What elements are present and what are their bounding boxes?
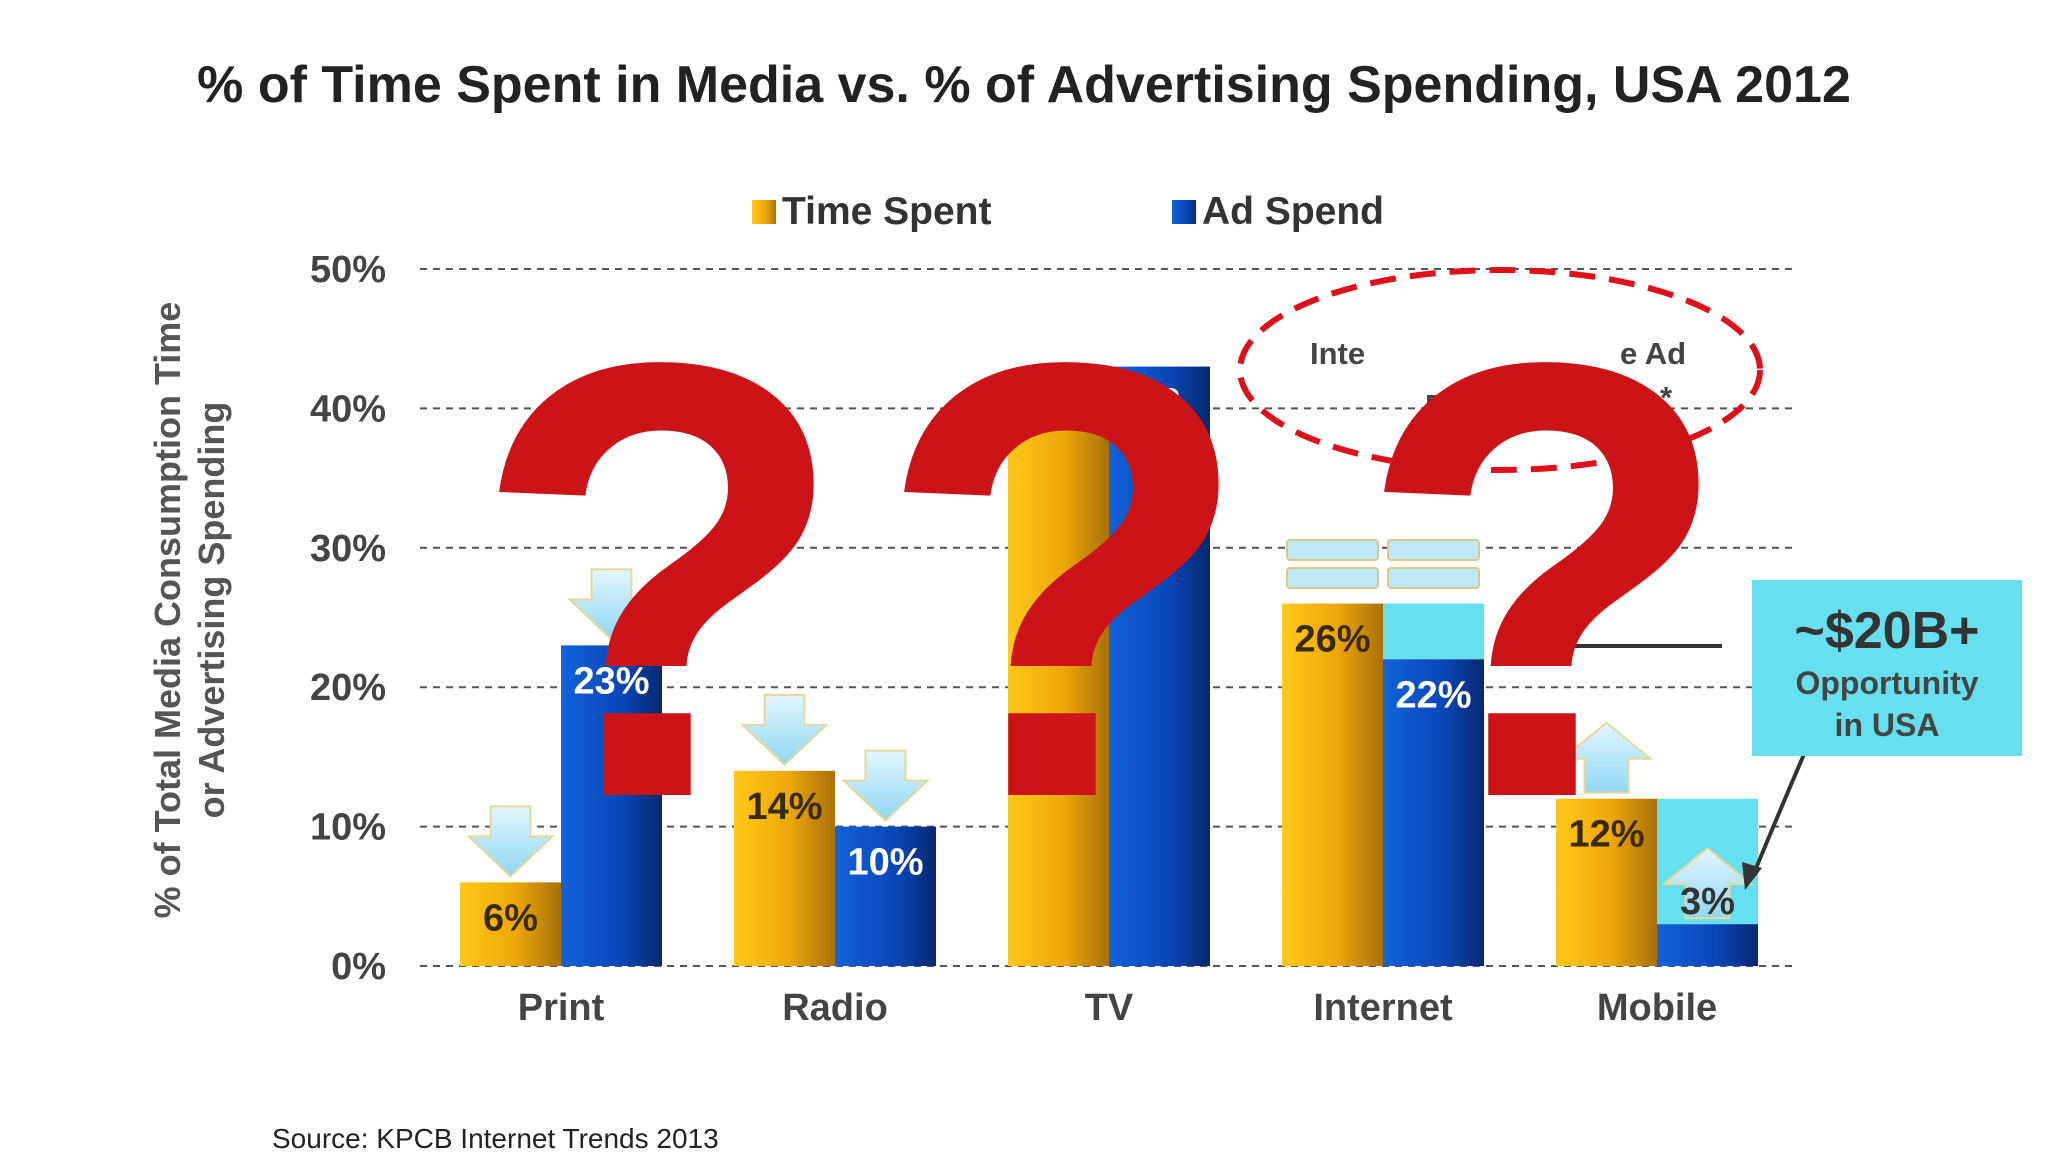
stacked-plate-icon [1286,567,1379,589]
y-tick-label: 10% [310,807,386,849]
bar-mobile-ad-spend [1657,924,1758,966]
x-category-label: Mobile [1597,987,1717,1029]
opportunity-oval: Inte e Ad B* * [1237,267,1763,473]
data-label: 43 [1138,382,1180,424]
y-tick-label: 0% [331,946,386,988]
oval-text-bottom-left: B* [1425,388,1460,423]
stacked-plate-icon [1286,539,1379,561]
data-label: 22% [1395,674,1471,716]
bars [460,366,1758,967]
dashed-oval [1237,267,1763,473]
bar-radio-ad-spend [835,826,936,966]
stacked-plate-icon [1387,539,1480,561]
callout-line-2: in USA [1835,707,1940,743]
bar-tv-ad-spend [1109,366,1210,967]
callout-headline: ~$20B+ [1794,602,1979,660]
x-category-label: TV [1085,987,1134,1029]
y-tick-label: 50% [310,249,386,291]
question-mark-3: ? [1356,235,1735,927]
arrow-down-icon [841,749,930,822]
arrows [466,539,1755,920]
bar-internet-ad-spend [1383,659,1484,966]
data-label: 23% [573,660,649,702]
y-axis-label-line-2: or Advertising Spending [191,402,232,819]
data-labels: 6% 14% 42% 26% 12% 23% 10% 43 22% 3% [483,382,1735,940]
bar-tv-time-spent [1008,380,1109,966]
data-label: 12% [1568,814,1644,856]
callout-line-1: Opportunity [1795,665,1978,701]
data-label: 6% [483,897,538,939]
source-note: Source: KPCB Internet Trends 2013 [272,1123,719,1152]
data-label: 14% [746,786,822,828]
arrow-up-icon [1660,846,1755,920]
callout-box [1752,580,2022,756]
oval-text-bottom-right: * [1660,380,1673,415]
bar-radio-time-spent [734,770,835,966]
bar-print-ad-spend [561,645,662,966]
data-label: 3% [1680,881,1735,923]
y-axis-ticks: 0% 10% 20% 30% 40% 50% [310,249,386,988]
y-axis-label: % of Total Media Consumption Time or Adv… [147,302,232,919]
callout-pointer [1750,751,1807,879]
x-category-label: Radio [782,987,888,1029]
question-mark-1: ? [471,235,850,927]
stacked-plate-icon [1387,567,1480,589]
arrow-down-icon [567,568,656,641]
legend-label-time-spent: Time Spent [782,190,992,233]
x-category-label: Internet [1313,987,1453,1029]
callout-pointer-head [1742,862,1762,890]
legend: Time Spent Ad Spend [752,190,1384,233]
y-axis-label-line-1: % of Total Media Consumption Time [147,302,188,919]
legend-swatch-time-spent [752,200,776,224]
bar-print-time-spent [460,882,561,966]
y-tick-label: 30% [310,528,386,570]
oval-text-top-left: Inte [1310,336,1365,371]
legend-label-ad-spend: Ad Spend [1202,190,1384,233]
y-tick-label: 40% [310,388,386,430]
bar-internet-time-spent [1282,603,1383,966]
y-tick-label: 20% [310,667,386,709]
opportunity-gap-bar [1383,603,1484,660]
data-label: 10% [847,842,923,884]
x-axis-categories: Print Radio TV Internet Mobile [518,987,1717,1029]
legend-swatch-ad-spend [1172,200,1196,224]
callout: ~$20B+ Opportunity in USA [1536,580,2022,890]
question-mark-overlays: ? ? ? [471,235,1735,927]
arrow-up-icon [1559,721,1654,794]
data-label: 42% [1020,396,1096,438]
data-label: 26% [1294,619,1370,661]
bar-mobile-time-spent [1556,798,1657,966]
x-category-label: Print [518,987,605,1029]
arrow-down-icon [466,805,555,878]
oval-text-top-right: e Ad [1620,336,1686,371]
chart-title: % of Time Spent in Media vs. % of Advert… [197,56,1851,114]
arrow-down-icon [740,693,829,767]
question-mark-2: ? [876,235,1255,927]
